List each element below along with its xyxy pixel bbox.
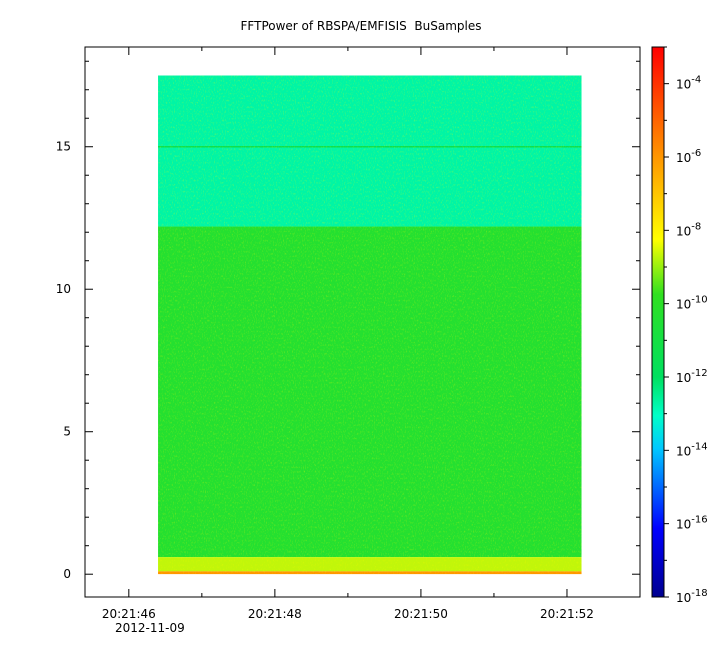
x-tick-label: 20:21:50 (394, 607, 448, 621)
colorbar-tick-label: 10-18 (676, 588, 708, 605)
colorbar (651, 46, 665, 598)
colorbar-tick-label: 10-4 (676, 75, 701, 92)
colorbar-tick-label: 10-6 (676, 148, 701, 165)
colorbar-tick-label: 10-12 (676, 368, 708, 385)
x-axis: 20:21:46 20:21:48 20:21:50 20:21:52 (102, 47, 641, 621)
x-tick-label: 20:21:46 (102, 607, 156, 621)
colorbar-tick-label: 10-14 (676, 441, 708, 458)
y-tick-label: 5 (63, 425, 71, 439)
colorbar-tick-label: 10-10 (676, 295, 708, 312)
x-date-label: 2012-11-09 (115, 621, 185, 635)
colorbar-tick-label: 10-8 (676, 221, 701, 238)
colorbar-axis: 10-4 10-6 10-8 10-10 10-12 10-14 10-16 10-18 (664, 46, 708, 605)
y-tick-label: 0 (63, 567, 71, 581)
colorbar-tick-label: 10-16 (676, 515, 708, 532)
y-axis: 0 5 10 15 (56, 60, 640, 581)
heatmap-image (158, 75, 582, 575)
y-tick-label: 15 (56, 140, 71, 154)
y-tick-label: 10 (56, 282, 71, 296)
x-tick-label: 20:21:52 (540, 607, 594, 621)
chart-title: FFTPower of RBSPA/EMFISIS BuSamples (241, 19, 482, 33)
heatmap-texture (158, 75, 582, 575)
x-tick-label: 20:21:48 (248, 607, 302, 621)
